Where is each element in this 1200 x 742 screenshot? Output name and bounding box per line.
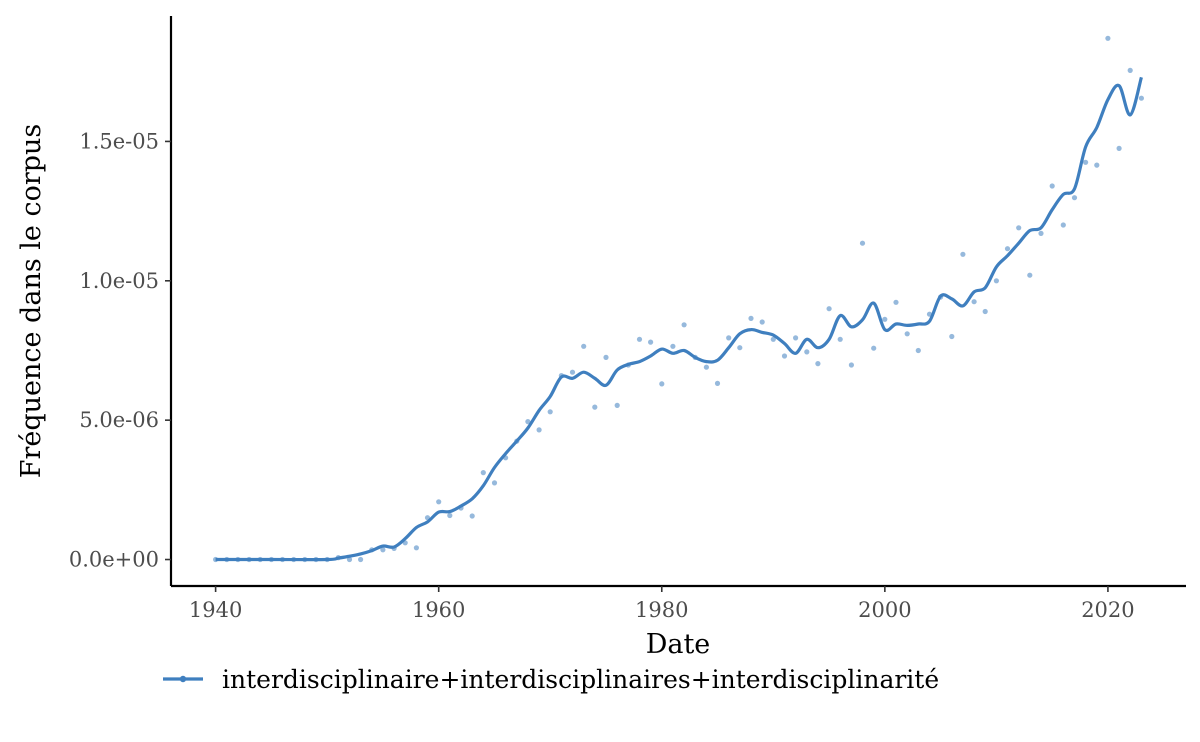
data-point xyxy=(949,333,955,340)
data-point xyxy=(737,345,743,351)
data-point xyxy=(871,345,877,351)
data-point xyxy=(904,331,910,337)
data-point xyxy=(436,499,442,505)
data-point xyxy=(971,299,977,305)
data-point xyxy=(592,404,598,410)
data-point xyxy=(1138,95,1144,101)
data-point xyxy=(859,240,866,246)
x-tick-label: 2000 xyxy=(858,598,911,622)
y-tick-label: 1.0e-05 xyxy=(79,269,159,293)
data-point xyxy=(1016,225,1022,231)
x-ticks: 1940 1960 1980 2000 2020 xyxy=(189,586,1135,622)
data-point xyxy=(1094,162,1100,168)
data-point xyxy=(837,336,843,342)
data-point xyxy=(1004,246,1011,252)
legend-label: interdisciplinaire+interdisciplinaires+i… xyxy=(222,665,939,694)
data-point xyxy=(804,349,810,355)
data-point xyxy=(815,361,821,367)
data-point xyxy=(748,315,754,321)
data-point xyxy=(759,319,765,325)
data-point xyxy=(603,354,609,360)
data-point xyxy=(1060,222,1066,228)
data-point xyxy=(915,347,921,354)
data-point xyxy=(670,343,676,349)
smooth-line-layer xyxy=(215,76,1143,562)
data-point xyxy=(1116,145,1122,151)
data-point xyxy=(525,419,531,425)
data-point xyxy=(882,316,888,322)
data-point xyxy=(581,343,587,349)
data-point xyxy=(569,369,576,375)
data-point xyxy=(826,306,832,312)
data-point xyxy=(893,299,899,305)
data-point xyxy=(960,251,966,257)
legend: interdisciplinaire+interdisciplinaires+i… xyxy=(163,665,939,694)
data-point xyxy=(1105,35,1111,41)
x-tick-label: 2020 xyxy=(1081,598,1134,622)
data-point xyxy=(1027,272,1033,278)
data-point xyxy=(659,381,665,387)
y-axis-title: Fréquence dans le corpus xyxy=(16,124,47,479)
data-point xyxy=(726,335,732,341)
data-point xyxy=(1071,195,1078,201)
x-tick-label: 1980 xyxy=(635,598,688,622)
data-point xyxy=(982,308,988,315)
legend-key-point xyxy=(179,675,187,683)
data-point xyxy=(480,470,486,476)
data-point xyxy=(614,402,620,408)
data-point xyxy=(358,556,364,563)
y-tick-label: 0.0e+00 xyxy=(69,548,159,572)
data-point xyxy=(848,362,855,368)
smooth-line xyxy=(215,76,1143,562)
data-point xyxy=(1127,67,1133,73)
y-tick-label: 1.5e-05 xyxy=(79,129,159,153)
data-point xyxy=(536,427,542,433)
data-point xyxy=(447,512,453,519)
axes: 1940 1960 1980 2000 2020 0.0e+00 5.0e-06 1.0e-… xyxy=(69,16,1186,622)
data-point xyxy=(781,353,788,359)
data-point xyxy=(547,409,553,415)
data-point xyxy=(681,322,687,328)
data-point xyxy=(770,336,776,342)
data-point xyxy=(413,545,419,551)
data-points xyxy=(213,35,1144,563)
x-tick-label: 1940 xyxy=(189,598,242,622)
data-point xyxy=(793,335,799,341)
x-tick-label: 1960 xyxy=(412,598,465,622)
data-point xyxy=(703,364,710,370)
data-point xyxy=(1049,183,1055,189)
data-point xyxy=(469,513,475,519)
data-point xyxy=(714,380,721,386)
data-point xyxy=(1038,230,1044,236)
data-point xyxy=(380,547,386,553)
data-point xyxy=(346,556,353,563)
data-point xyxy=(993,278,1000,284)
data-point xyxy=(648,339,654,345)
x-axis-title: Date xyxy=(646,629,711,660)
y-tick-label: 5.0e-06 xyxy=(79,408,159,432)
data-point xyxy=(1083,159,1089,165)
y-ticks: 0.0e+00 5.0e-06 1.0e-05 1.5e-05 xyxy=(69,129,171,572)
data-point xyxy=(636,336,643,342)
data-point xyxy=(491,480,498,486)
